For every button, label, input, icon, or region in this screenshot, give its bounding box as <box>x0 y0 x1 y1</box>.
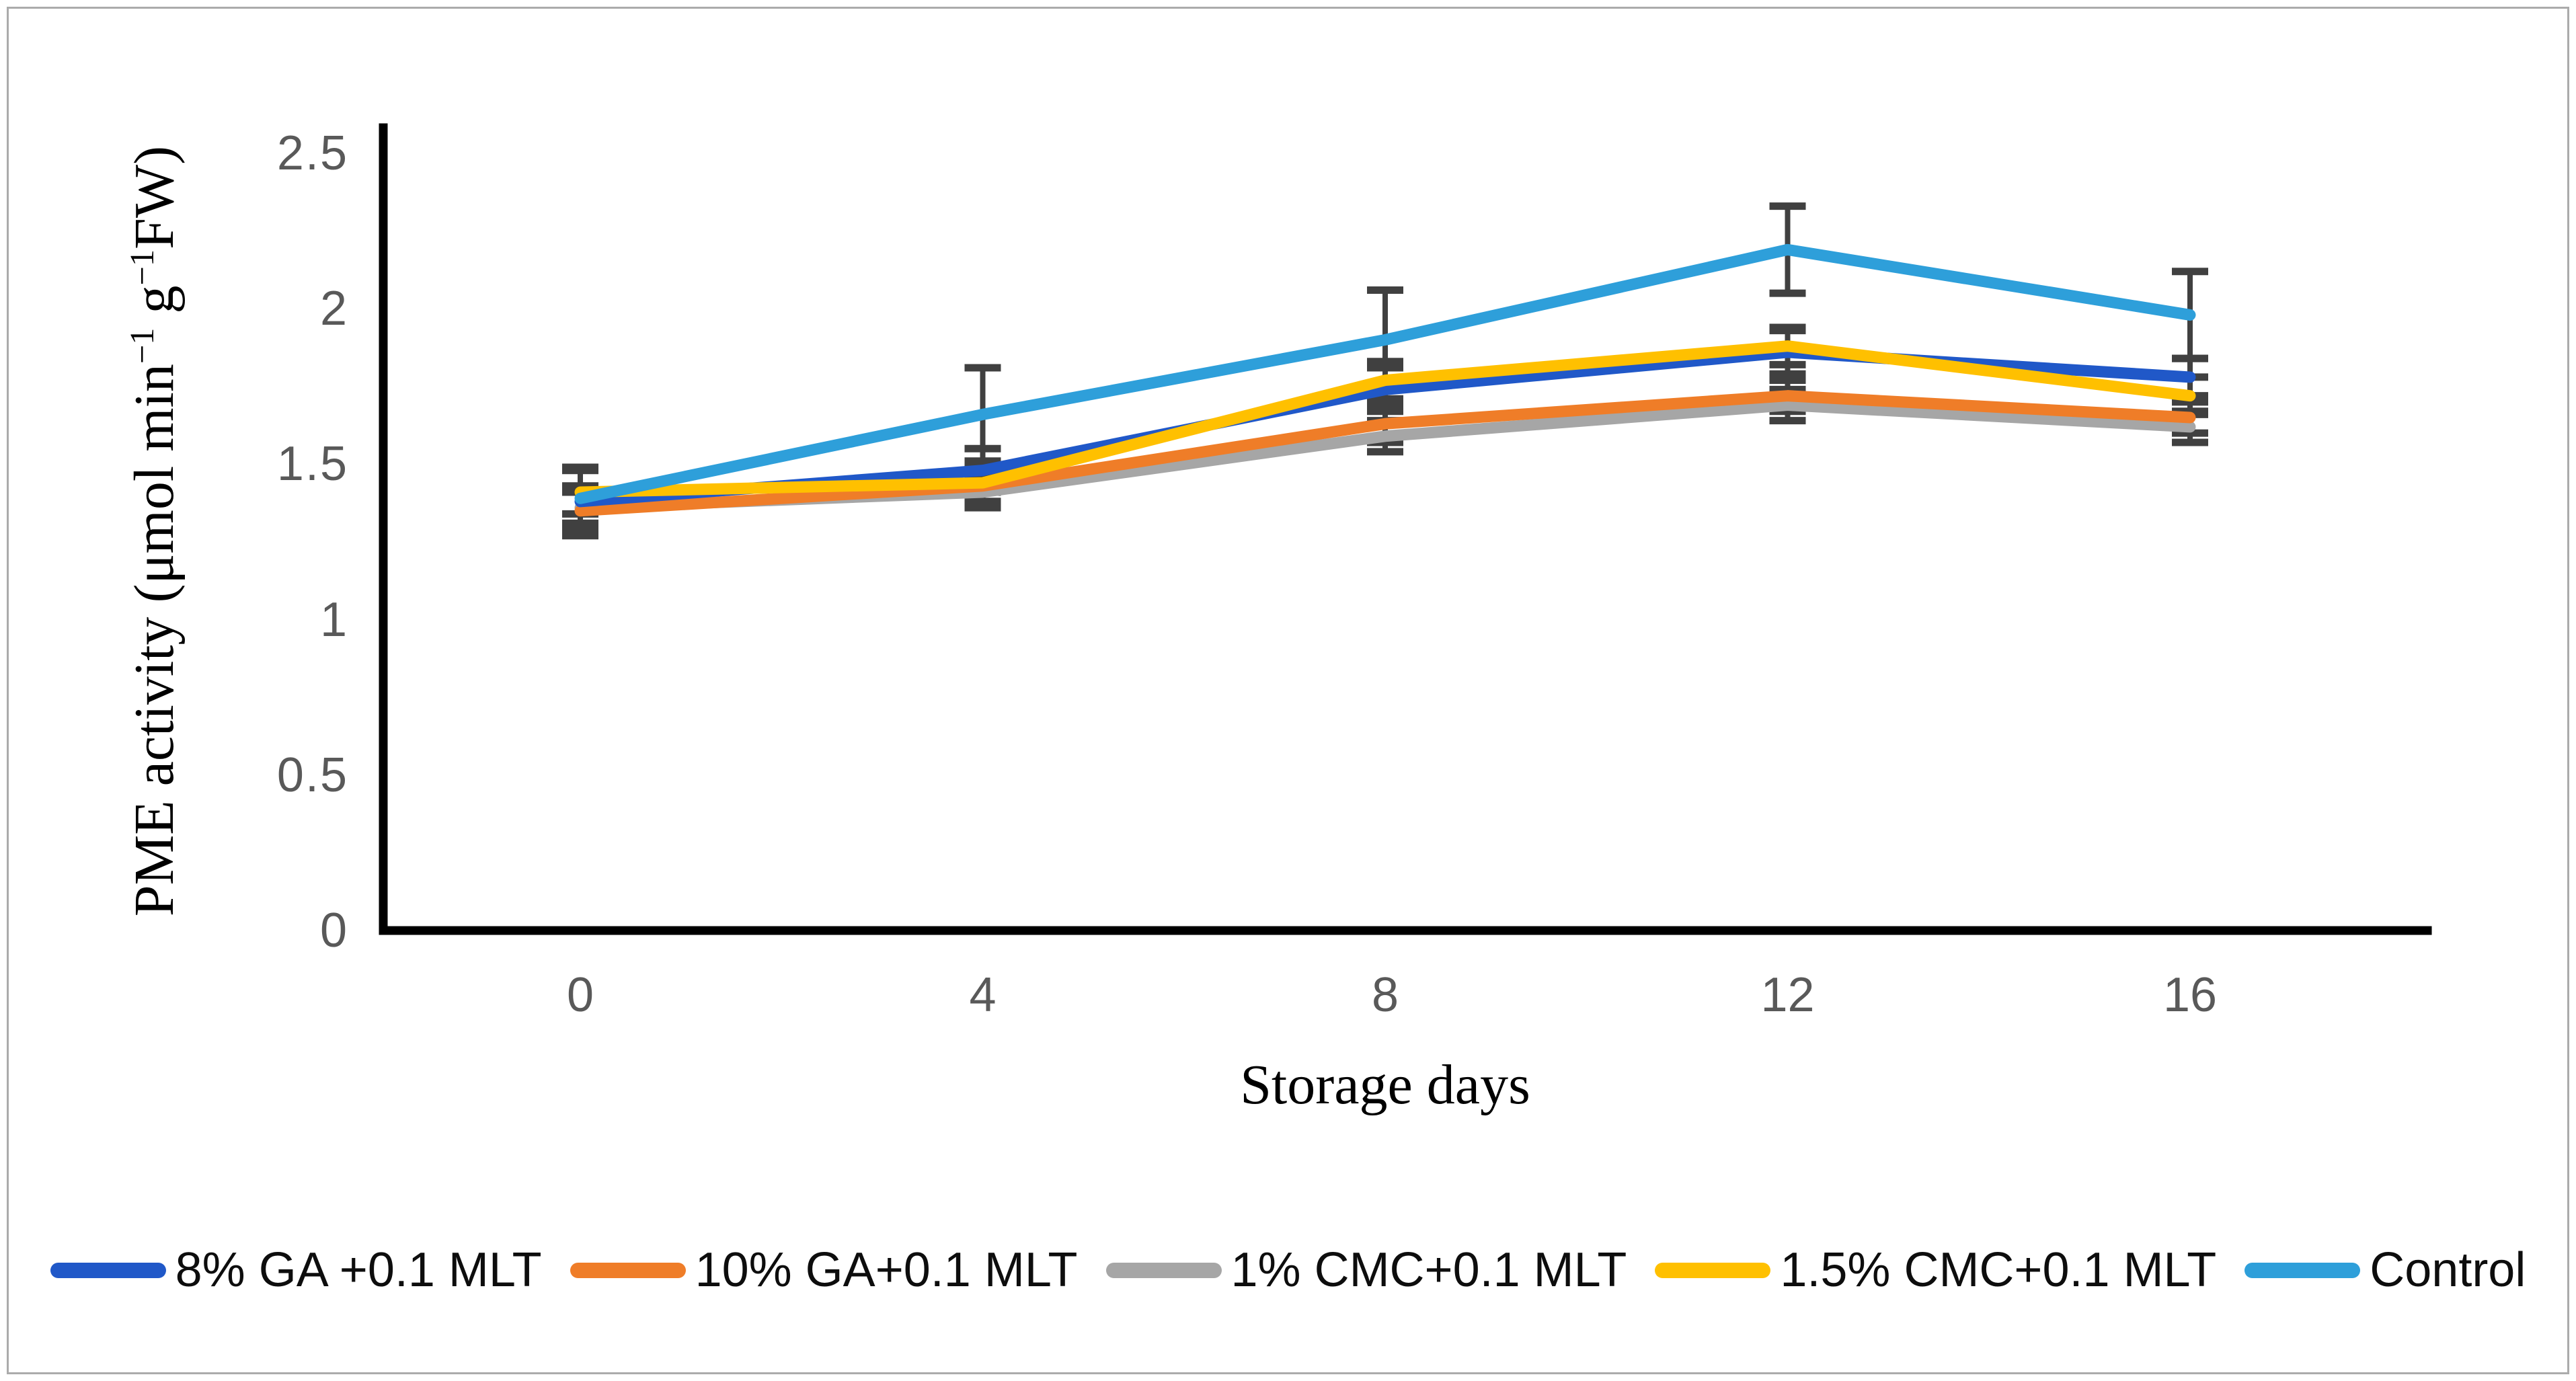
y-axis-title-superscript: −1 <box>123 327 161 364</box>
series-line-control <box>574 243 2196 504</box>
legend-item-1-cmc-0-1-mlt: 1% CMC+0.1 MLT <box>1105 1242 1627 1298</box>
y-tick-label-0.5: 0.5 <box>276 748 348 802</box>
y-tick-label-1.5: 1.5 <box>276 437 348 491</box>
x-tick-label-12: 12 <box>1760 968 1815 1022</box>
y-tick-label-2: 2 <box>319 282 348 336</box>
series-line-1-5-cmc-0-1-mlt <box>574 340 2196 498</box>
legend-item-8-ga-0-1-mlt: 8% GA +0.1 MLT <box>50 1242 542 1298</box>
axes-lines <box>379 123 2432 935</box>
y-tick-label-1: 1 <box>319 592 348 647</box>
y-tick-label-0: 0 <box>319 904 348 957</box>
legend-item-control: Control <box>2245 1242 2526 1298</box>
y-axis-title: PME activity (μmol min−1 g−1FW) <box>114 27 195 1035</box>
legend-swatch-control <box>2245 1262 2361 1278</box>
x-tick-label-16: 16 <box>2162 968 2218 1022</box>
legend-swatch-1-cmc-0-1-mlt <box>1105 1262 1222 1278</box>
x-tick-label-8: 8 <box>1371 968 1399 1022</box>
legend-swatch-1-5-cmc-0-1-mlt <box>1655 1262 1771 1278</box>
legend-label-control: Control <box>2370 1243 2526 1297</box>
y-tick-label-2.5: 2.5 <box>276 126 348 180</box>
y-axis-title-superscript: −1 <box>123 249 161 286</box>
x-tick-label-0: 0 <box>566 968 594 1022</box>
legend: 8% GA +0.1 MLT 10% GA+0.1 MLT 1% CMC+0.1 M… <box>0 1242 2576 1298</box>
x-tick-label-4: 4 <box>969 968 997 1022</box>
series-lines <box>574 243 2196 517</box>
legend-item-10-ga-0-1-mlt: 10% GA+0.1 MLT <box>570 1242 1078 1298</box>
legend-swatch-10-ga-0-1-mlt <box>570 1262 686 1278</box>
y-axis-title-text: g <box>123 285 186 328</box>
legend-item-1-5-cmc-0-1-mlt: 1.5% CMC+0.1 MLT <box>1655 1242 2216 1298</box>
legend-swatch-8-ga-0-1-mlt <box>50 1262 166 1278</box>
legend-label-10-ga-0-1-mlt: 10% GA+0.1 MLT <box>695 1243 1078 1297</box>
legend-label-1-cmc-0-1-mlt: 1% CMC+0.1 MLT <box>1231 1243 1627 1297</box>
x-axis-title: Storage days <box>1240 1054 1530 1116</box>
y-axis-title-text: PME activity (μmol min <box>123 364 186 917</box>
y-axis-title-text: FW) <box>123 145 186 249</box>
legend-label-8-ga-0-1-mlt: 8% GA +0.1 MLT <box>175 1243 542 1297</box>
legend-label-1-5-cmc-0-1-mlt: 1.5% CMC+0.1 MLT <box>1780 1243 2217 1297</box>
series-line-10-ga-0-1-mlt <box>574 390 2196 517</box>
